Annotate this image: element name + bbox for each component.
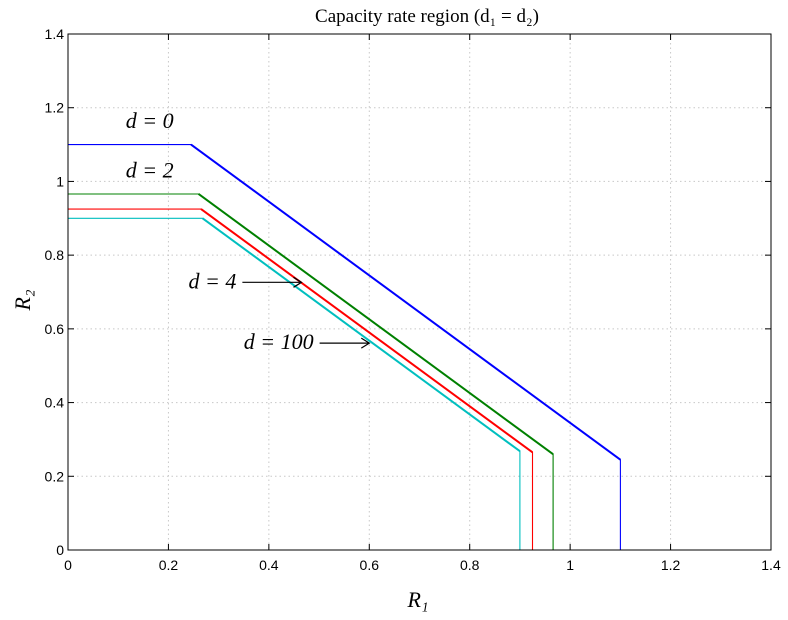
y-tick-label: 0	[56, 542, 64, 558]
y-tick-label: 0.2	[45, 468, 65, 484]
series-diagonal-1	[190, 143, 621, 461]
y-tick-label: 0.8	[45, 247, 65, 263]
annotation-arrowhead	[360, 337, 371, 349]
x-tick-label: 1.2	[661, 557, 681, 573]
y-tick-label: 1	[56, 173, 64, 189]
plot-frame	[67, 33, 772, 551]
series-line-2	[68, 193, 554, 550]
y-tick-label: 0.4	[45, 395, 65, 411]
series-layer	[68, 143, 621, 550]
x-tick-label: 0.6	[360, 557, 380, 573]
x-tick-label: 1	[566, 557, 574, 573]
grid	[68, 34, 771, 550]
y-tick-label: 0.6	[45, 321, 65, 337]
annotation-label: d = 100	[244, 329, 314, 354]
annotation-label: d = 0	[126, 108, 174, 133]
annotation-label: d = 4	[189, 268, 237, 293]
annotation-label: d = 2	[126, 158, 174, 183]
x-tick-label: 0.2	[159, 557, 179, 573]
x-tick-label: 0.8	[460, 557, 480, 573]
ticks: 0 0.2 0.4 0.6 0.8 1 1.2 1.4 0 0.2 0.4 0.6 0.8 1 1.2 1.4	[45, 26, 781, 573]
x-tick-label: 0.4	[259, 557, 279, 573]
y-tick-label: 1.2	[45, 100, 65, 116]
series-diagonal-4	[201, 217, 521, 453]
annotation-arrowhead	[293, 276, 303, 288]
series-line-1	[68, 144, 621, 550]
series-line-4	[68, 217, 521, 550]
series-diagonal-2	[197, 193, 554, 455]
y-tick-label: 1.4	[45, 26, 65, 42]
x-tick-label: 0	[64, 557, 72, 573]
chart-title: Capacity rate region (d₁ = d₂)	[315, 6, 539, 27]
y-axis-label: R₂	[10, 289, 35, 311]
series-line-3	[68, 208, 534, 550]
x-tick-label: 1.4	[761, 557, 781, 573]
series-diagonal-3	[200, 208, 534, 454]
annotations: d = 0 d = 2 d = 4 d = 100	[126, 108, 371, 354]
x-axis-label: R₁	[406, 587, 428, 612]
